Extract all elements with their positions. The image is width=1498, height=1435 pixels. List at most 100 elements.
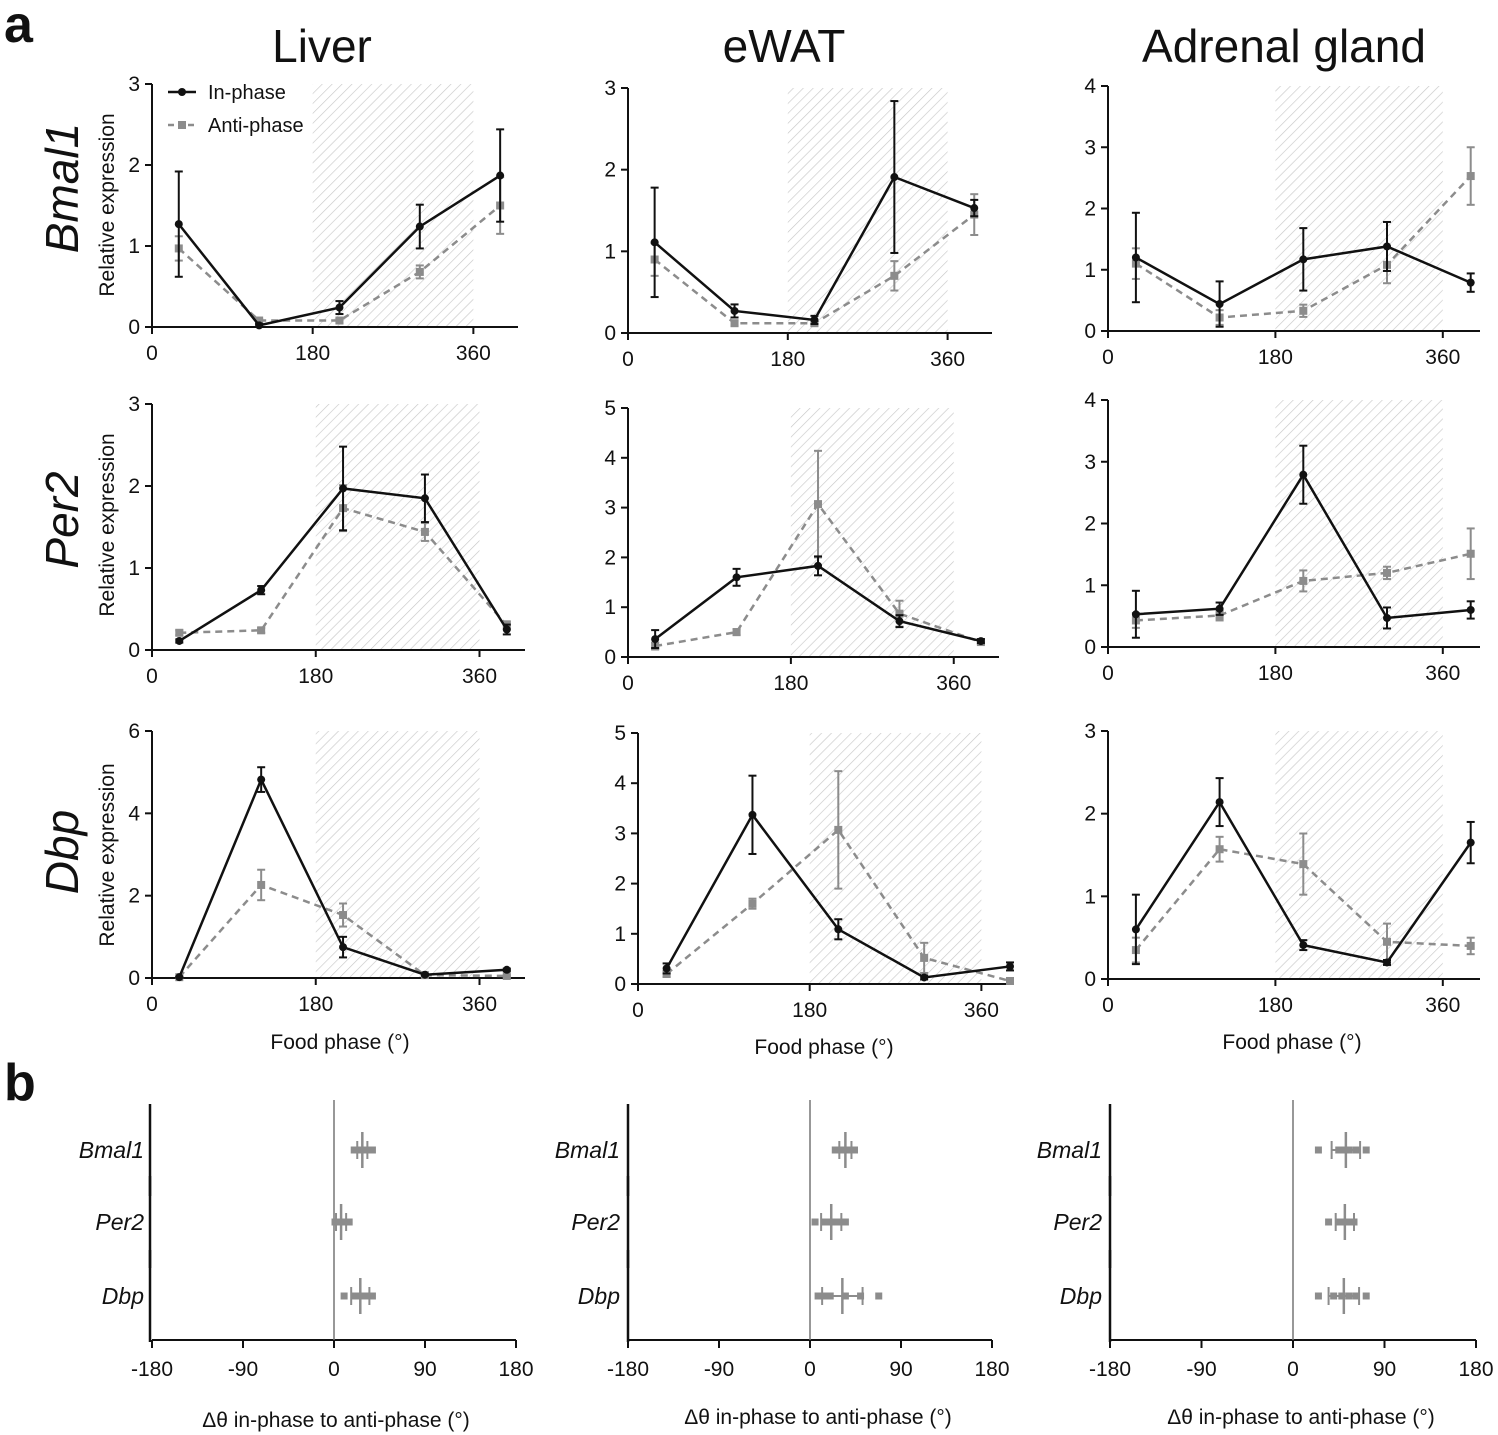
- in-phase-point: [339, 943, 348, 952]
- y-tick-label: 0: [604, 322, 616, 345]
- x-tick-label: -90: [704, 1358, 734, 1381]
- anti-phase-point: [730, 319, 739, 328]
- in-phase-point: [730, 306, 739, 315]
- chart-adrenal-gland-dbp: 0 1 2 3 0 180 360: [1084, 720, 1480, 1017]
- in-phase-point: [1131, 253, 1140, 262]
- in-phase-point: [255, 321, 264, 330]
- x-tick-label: 0: [622, 672, 634, 695]
- row-label-bmal1: Bmal1: [79, 1137, 144, 1163]
- anti-phase-point: [1299, 576, 1308, 585]
- anti-phase-point: [1383, 568, 1391, 577]
- x-tick-label: 360: [936, 672, 971, 695]
- y-tick-label: 2: [1084, 803, 1096, 826]
- y-tick-label: 5: [614, 722, 626, 745]
- in-phase-point: [1006, 962, 1014, 971]
- chart-adrenal-gland-per2: 0 1 2 3 4 0 180 360: [1084, 389, 1480, 685]
- row-label-per2: Per2: [36, 471, 88, 568]
- in-phase-point: [650, 238, 659, 247]
- anti-phase-point: [1466, 549, 1475, 558]
- x-tick-label: 180: [298, 665, 333, 688]
- anti-phase-point: [1215, 845, 1224, 854]
- x-tick-label: 360: [1425, 346, 1460, 369]
- chart-adrenal-gland-bmal1: 0 1 2 3 4 0 180 360: [1084, 75, 1480, 369]
- dark-phase-shading: [315, 404, 480, 650]
- y-tick-label: 4: [614, 772, 626, 795]
- delta-point: [1362, 1146, 1370, 1154]
- y-tick-label: 3: [604, 77, 616, 100]
- in-phase-point: [1383, 958, 1391, 967]
- y-tick-label: 0: [128, 316, 140, 339]
- y-tick-label: 2: [604, 546, 616, 569]
- x-tick-label: 0: [804, 1358, 816, 1381]
- in-phase-point: [895, 617, 904, 626]
- x-tick-label: 0: [1102, 346, 1114, 369]
- y-tick-label: 5: [604, 397, 616, 420]
- x-tick-label: 180: [1458, 1358, 1493, 1381]
- delta-point: [345, 1218, 353, 1226]
- row-label-dbp: Dbp: [36, 810, 88, 894]
- y-tick-label: 3: [1084, 720, 1096, 743]
- y-tick-label: 1: [604, 596, 616, 619]
- y-tick-label: 1: [128, 557, 140, 580]
- b-x-axis-title-ewat: Δθ in-phase to anti-phase (°): [684, 1406, 952, 1429]
- in-phase-point: [335, 303, 344, 312]
- delta-point: [850, 1146, 858, 1154]
- x-tick-label: 180: [792, 999, 827, 1022]
- in-phase-point: [1215, 798, 1224, 807]
- y-tick-label: 2: [604, 159, 616, 182]
- dark-phase-shading: [1275, 400, 1443, 647]
- anti-phase-point: [502, 971, 511, 980]
- in-phase-point: [1215, 300, 1224, 309]
- row-label-per2: Per2: [1053, 1209, 1102, 1235]
- in-phase-point: [651, 635, 660, 644]
- chart-liver-dbp: 0 2 4 6 0 180 360: [128, 720, 525, 1016]
- anti-phase-point: [415, 267, 424, 276]
- delta-point: [350, 1146, 358, 1154]
- x-axis-title-liver: Food phase (°): [270, 1031, 409, 1054]
- in-phase-point: [890, 173, 899, 182]
- y-tick-label: 3: [1084, 136, 1096, 159]
- in-phase-point: [175, 636, 184, 645]
- y-tick-label: 0: [1084, 320, 1096, 343]
- y-tick-label: 1: [614, 923, 626, 946]
- y-tick-label: 1: [604, 240, 616, 263]
- in-phase-point: [339, 484, 348, 493]
- y-tick-label: 0: [614, 973, 626, 996]
- in-phase-point: [420, 970, 429, 979]
- in-phase-point: [662, 964, 671, 973]
- in-phase-point: [732, 573, 741, 582]
- in-phase-point: [1299, 255, 1308, 264]
- chart-ewat-dbp: 0 1 2 3 4 5 0 180 360: [614, 722, 1014, 1022]
- x-tick-label: 0: [1102, 662, 1114, 685]
- in-phase-point: [748, 810, 757, 819]
- b-x-axis-title-liver: Δθ in-phase to anti-phase (°): [202, 1409, 470, 1432]
- anti-phase-point: [920, 953, 929, 962]
- chart-liver-per2: 0 1 2 3 0 180 360: [128, 393, 525, 688]
- delta-chart-adrenal-gland: -180 -90 0 90 180 Bmal1 Per2 Dbp: [1037, 1100, 1494, 1381]
- x-tick-label: 360: [964, 999, 999, 1022]
- y-tick-label: 4: [128, 802, 140, 825]
- in-phase-point: [1466, 838, 1475, 847]
- in-phase-point: [1466, 605, 1475, 614]
- in-phase-point: [970, 204, 979, 213]
- in-phase-point: [257, 775, 266, 784]
- x-tick-label: -90: [228, 1358, 258, 1381]
- in-phase-point: [920, 973, 929, 982]
- y-tick-label: 2: [614, 873, 626, 896]
- delta-point: [875, 1292, 883, 1300]
- legend-in-phase-marker: [178, 88, 186, 96]
- row-label-dbp: Dbp: [1060, 1283, 1102, 1309]
- delta-chart-liver: -180 -90 0 90 180 Bmal1 Per2 Dbp: [79, 1100, 534, 1381]
- y-tick-label: 3: [604, 497, 616, 520]
- in-phase-point: [1299, 470, 1308, 479]
- in-phase-point: [1131, 925, 1140, 934]
- dark-phase-shading: [312, 84, 474, 327]
- x-tick-label: 90: [889, 1358, 912, 1381]
- y-tick-label: 4: [1084, 75, 1096, 98]
- chart-ewat-bmal1: 0 1 2 3 0 180 360: [604, 77, 992, 371]
- legend: In-phase Anti-phase: [168, 82, 304, 137]
- in-phase-point: [810, 315, 819, 324]
- in-phase-point: [976, 637, 985, 646]
- tissue-title-adrenal: Adrenal gland: [1142, 20, 1426, 72]
